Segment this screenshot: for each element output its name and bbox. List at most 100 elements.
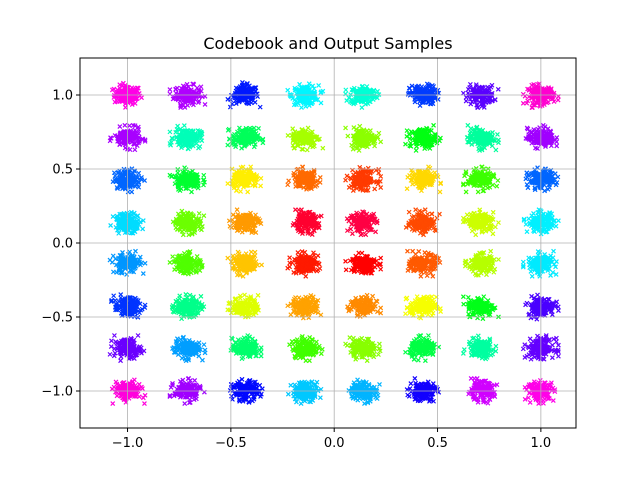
sample-marker: [486, 99, 491, 105]
sample-marker: [303, 104, 309, 109]
sample-marker: [183, 142, 189, 148]
cluster-r0-c3: [285, 81, 326, 111]
sample-marker: [182, 105, 188, 110]
sample-marker: [251, 144, 257, 150]
sample-marker: [117, 124, 123, 129]
sample-marker: [202, 102, 208, 107]
sample-marker: [173, 86, 179, 92]
sample-marker: [199, 138, 205, 144]
sample-marker: [168, 142, 174, 148]
sample-marker: [480, 102, 486, 108]
sample-marker: [413, 207, 419, 213]
cluster-r3-c2: [226, 207, 264, 236]
cluster-r3-c6: [460, 207, 501, 238]
sample-marker: [230, 138, 236, 143]
sample-marker: [252, 99, 258, 105]
cluster-r1-c7: [523, 122, 560, 151]
sample-marker: [142, 137, 148, 143]
sample-marker: [238, 189, 244, 194]
sample-marker: [429, 82, 435, 88]
cluster-r3-c1: [170, 208, 207, 238]
sample-marker: [351, 101, 357, 107]
sample-marker: [413, 148, 419, 153]
sample-marker: [236, 96, 242, 101]
cluster-r1-c0: [107, 122, 148, 153]
sample-marker: [434, 215, 440, 221]
sample-marker: [285, 182, 291, 188]
sample-marker: [350, 231, 355, 237]
sample-marker: [369, 138, 375, 144]
sample-marker: [188, 128, 194, 134]
cluster-r1-c6: [464, 122, 501, 153]
sample-marker: [463, 98, 469, 104]
sample-marker: [198, 84, 204, 90]
sample-marker: [403, 141, 408, 147]
sample-marker: [300, 146, 306, 152]
sample-marker: [292, 145, 297, 151]
cluster-r2-c7: [523, 165, 561, 194]
sample-marker: [531, 81, 537, 87]
sample-marker: [344, 98, 350, 104]
sample-marker: [363, 101, 368, 107]
sample-marker: [187, 131, 193, 137]
sample-marker: [537, 103, 543, 109]
sample-marker: [233, 136, 239, 141]
sample-marker: [486, 85, 492, 91]
sample-marker: [195, 91, 201, 97]
sample-marker: [460, 90, 466, 96]
sample-marker: [318, 90, 324, 96]
sample-marker: [181, 123, 187, 128]
sample-marker: [415, 91, 421, 97]
sample-marker: [429, 211, 435, 217]
cluster-r1-c2: [225, 125, 266, 151]
sample-marker: [482, 94, 488, 100]
sample-marker: [314, 182, 320, 188]
sample-marker: [184, 98, 189, 103]
sample-marker: [351, 133, 356, 139]
sample-marker: [245, 189, 251, 195]
sample-marker: [420, 100, 426, 106]
sample-marker: [122, 137, 127, 143]
sample-marker: [178, 139, 184, 144]
sample-marker: [257, 137, 263, 143]
sample-marker: [473, 232, 479, 238]
sample-marker: [496, 140, 501, 146]
sample-marker: [249, 126, 255, 132]
sample-marker: [301, 130, 307, 136]
sample-marker: [376, 130, 382, 136]
sample-marker: [171, 94, 177, 100]
cluster-r0-c6: [460, 81, 501, 111]
sample-marker: [127, 147, 133, 153]
sample-marker: [464, 212, 470, 218]
sample-marker: [531, 97, 537, 103]
sample-marker: [118, 133, 124, 139]
sample-marker: [183, 167, 189, 172]
sample-marker: [238, 128, 243, 134]
sample-marker: [345, 133, 351, 139]
sample-marker: [437, 189, 443, 195]
sample-marker: [490, 98, 495, 103]
sample-marker: [475, 104, 480, 110]
sample-marker: [293, 133, 299, 138]
sample-marker: [135, 85, 140, 91]
sample-marker: [305, 133, 311, 139]
sample-marker: [534, 88, 540, 94]
sample-marker: [490, 209, 496, 215]
cluster-r0-c4: [343, 83, 382, 111]
sample-marker: [134, 143, 140, 149]
sample-marker: [196, 145, 201, 151]
sample-marker: [296, 98, 302, 104]
sample-marker: [308, 132, 314, 138]
sample-marker: [363, 87, 369, 93]
sample-marker: [248, 86, 253, 91]
sample-marker: [140, 226, 146, 232]
sample-marker: [300, 164, 306, 170]
sample-marker: [428, 90, 433, 96]
sample-marker: [368, 95, 374, 101]
sample-marker: [225, 142, 231, 148]
sample-marker: [411, 90, 416, 96]
sample-marker: [372, 186, 378, 192]
sample-marker: [134, 133, 140, 138]
sample-marker: [317, 136, 322, 142]
sample-marker: [130, 122, 136, 128]
